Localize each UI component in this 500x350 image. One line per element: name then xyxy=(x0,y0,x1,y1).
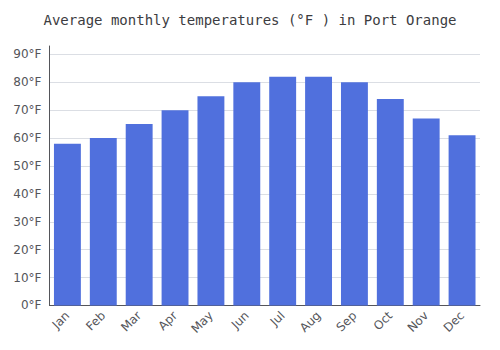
svg-text:50°F: 50°F xyxy=(13,159,41,173)
svg-text:90°F: 90°F xyxy=(13,47,41,61)
svg-text:40°F: 40°F xyxy=(13,187,41,201)
svg-text:Oct: Oct xyxy=(371,308,396,333)
svg-text:0°F: 0°F xyxy=(21,298,42,312)
svg-text:80°F: 80°F xyxy=(13,75,41,89)
svg-text:Feb: Feb xyxy=(83,309,108,334)
svg-text:Jan: Jan xyxy=(49,309,73,333)
svg-text:Dec: Dec xyxy=(441,309,467,335)
svg-text:20°F: 20°F xyxy=(13,243,41,257)
svg-text:Jul: Jul xyxy=(267,309,288,330)
svg-text:Average monthly temperatures (: Average monthly temperatures (°F ) in Po… xyxy=(43,12,456,28)
svg-text:30°F: 30°F xyxy=(13,215,41,229)
svg-text:Aug: Aug xyxy=(297,309,323,335)
svg-text:Mar: Mar xyxy=(118,308,144,334)
svg-text:Apr: Apr xyxy=(155,308,180,333)
svg-text:May: May xyxy=(188,309,215,336)
svg-text:Jun: Jun xyxy=(228,309,252,333)
svg-text:10°F: 10°F xyxy=(13,271,41,285)
svg-text:70°F: 70°F xyxy=(13,103,41,117)
svg-text:Sep: Sep xyxy=(334,309,360,335)
svg-text:Nov: Nov xyxy=(405,309,431,335)
svg-text:60°F: 60°F xyxy=(13,131,41,145)
